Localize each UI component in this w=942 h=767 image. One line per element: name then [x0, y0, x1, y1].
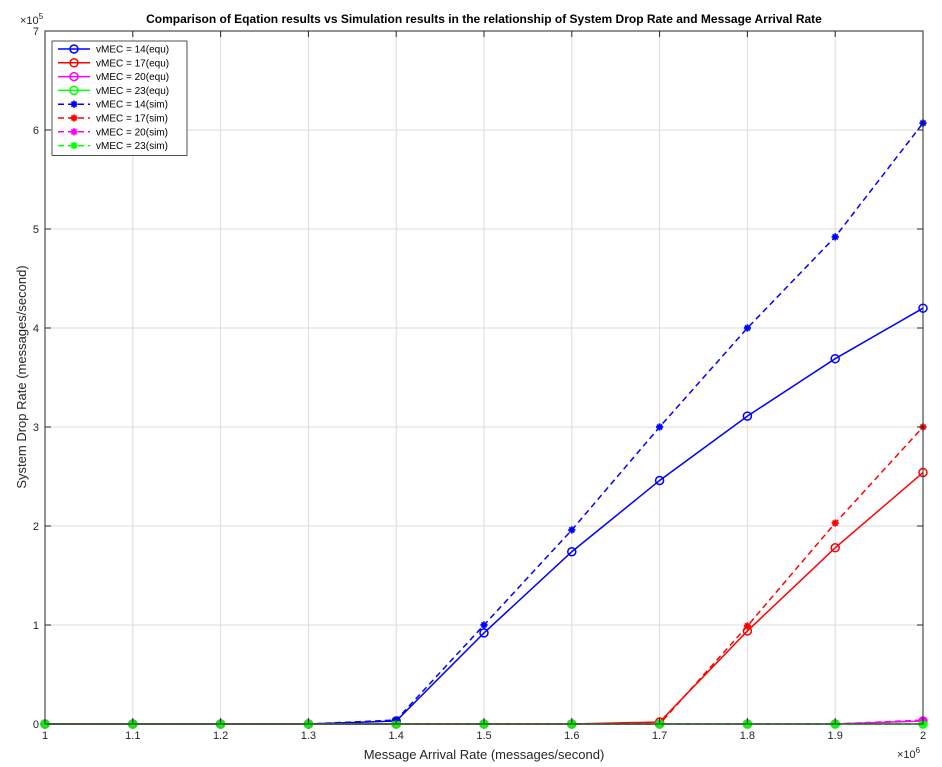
legend-marker	[69, 71, 79, 82]
legend-marker	[69, 58, 79, 68]
x-tick-label: 1.7	[652, 730, 667, 742]
marker-core	[833, 235, 837, 239]
series-line	[45, 426, 924, 725]
y-axis-label: System Drop Rate (messages/second)	[14, 265, 29, 488]
legend-label: vMEC = 14(equ)	[96, 45, 169, 56]
legend-label: vMEC = 17(equ)	[96, 58, 169, 69]
x-exponent-power: 6	[916, 746, 921, 755]
legend-item: vMEC = 17(sim)	[58, 114, 168, 125]
marker-core	[482, 623, 486, 627]
y-tick-label: 0	[33, 719, 39, 731]
legend-label: vMEC = 23(sim)	[96, 141, 168, 152]
x-tick-label: 1.8	[740, 730, 755, 742]
legend: vMEC = 14(equ) vMEC = 17(equ) vMEC = 20(eq…	[51, 40, 188, 156]
y-tick-label: 7	[33, 26, 39, 38]
legend-item: vMEC = 20(equ)	[58, 71, 169, 83]
x-tick-label: 1.9	[828, 730, 843, 742]
legend-label: vMEC = 20(equ)	[96, 72, 169, 83]
legend-marker	[69, 85, 79, 96]
legend-label: vMEC = 23(equ)	[96, 86, 169, 97]
x-tick-label: 1.3	[301, 730, 316, 742]
x-exponent-label: ×106	[897, 746, 921, 761]
data-point	[831, 233, 839, 241]
legend-marker	[70, 114, 78, 122]
legend-marker	[69, 44, 79, 54]
legend-label: vMEC = 14(sim)	[96, 100, 168, 111]
y-tick-label: 6	[33, 125, 39, 137]
legend-item: vMEC = 23(sim)	[58, 141, 168, 152]
marker-core	[657, 425, 662, 429]
legend-item: vMEC = 20(sim)	[58, 127, 168, 138]
data-point	[656, 423, 664, 431]
legend-item: vMEC = 23(equ)	[58, 85, 169, 97]
x-tick-label: 1.4	[389, 730, 404, 742]
marker-core	[745, 624, 750, 628]
y-tick-label: 3	[33, 422, 39, 434]
legend-label: vMEC = 17(sim)	[96, 114, 168, 125]
y-tick-label: 4	[33, 323, 39, 335]
marker-core	[72, 143, 76, 148]
legend-box	[51, 40, 188, 156]
data-point	[568, 526, 576, 534]
legend-item: vMEC = 17(equ)	[58, 58, 169, 69]
legend-marker	[70, 128, 78, 136]
legend-marker	[70, 100, 78, 108]
y-exponent-power: 5	[39, 12, 44, 21]
x-tick-label: 1.2	[213, 730, 228, 742]
data-point	[830, 353, 840, 364]
x-tick-label: 1.1	[125, 730, 140, 742]
data-point	[567, 546, 577, 557]
data-point	[743, 622, 751, 630]
legend-marker	[70, 142, 78, 150]
marker-core	[745, 326, 750, 330]
x-tick-label: 1.6	[564, 730, 579, 742]
x-tick-label: 2	[920, 730, 926, 742]
marker-core	[72, 116, 76, 120]
data-point	[831, 519, 839, 527]
marker-core	[72, 130, 76, 134]
legend-item: vMEC = 14(equ)	[58, 44, 169, 56]
y-exponent-label: ×105	[20, 12, 44, 27]
data-point	[830, 543, 840, 553]
legend-item: vMEC = 14(sim)	[58, 100, 168, 111]
data-point	[743, 324, 751, 332]
data-point	[480, 621, 488, 629]
x-axis-label: Message Arrival Rate (messages/second)	[364, 747, 605, 762]
marker-core	[833, 521, 837, 525]
marker-core	[570, 528, 574, 532]
data-point	[479, 628, 489, 638]
chart-title: Comparison of Eqation results vs Simulat…	[146, 12, 822, 26]
data-point	[742, 411, 753, 421]
x-tick-label: 1.5	[476, 730, 491, 742]
data-point	[654, 475, 665, 486]
y-tick-label: 1	[33, 620, 39, 632]
legend-label: vMEC = 20(sim)	[96, 127, 168, 138]
marker-core	[72, 102, 76, 106]
y-tick-label: 5	[33, 224, 39, 236]
grid-lines	[45, 31, 923, 724]
y-tick-label: 2	[33, 521, 39, 533]
x-tick-label: 1	[42, 730, 48, 742]
